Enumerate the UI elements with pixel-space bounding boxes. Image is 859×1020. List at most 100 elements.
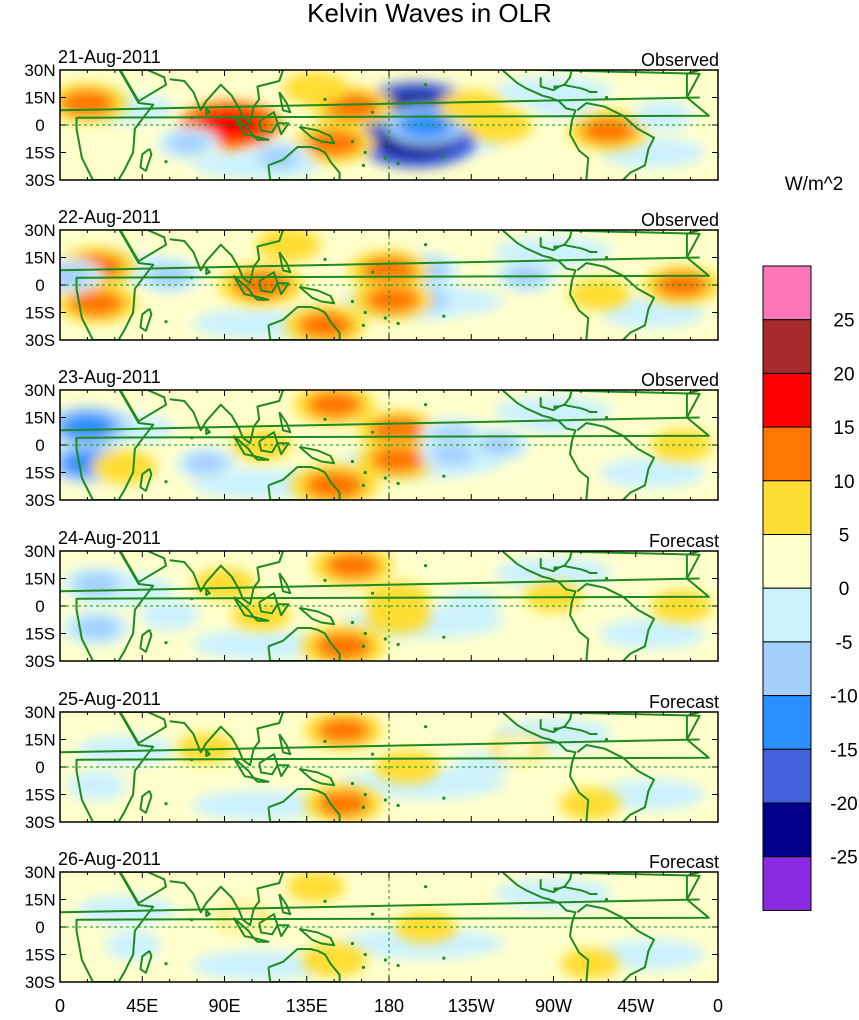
coastline [501,712,590,822]
coastline [562,725,598,735]
anomaly-mark [73,616,120,640]
lat-tick-label: 30N [24,703,55,722]
coastline [576,904,655,982]
coastline [562,564,598,574]
lon-tick-label: 90E [208,996,240,1016]
island [442,314,446,318]
anomaly-mark [77,775,117,796]
coastline [119,872,167,905]
panel-label: Forecast [649,531,719,551]
coastline [205,107,211,115]
lon-tick-label: 0 [55,996,65,1016]
anomaly-mark [147,264,192,287]
coastline [267,788,341,822]
anomaly-mark [655,272,708,298]
colorbar-swatch [762,372,812,428]
island [370,912,375,916]
island [350,781,355,786]
panel-field [60,385,713,500]
island [375,841,378,844]
island [363,150,367,155]
island [370,430,375,434]
anomaly-mark [570,953,610,974]
anomaly-mark [241,604,281,626]
panel-label: Observed [641,50,719,70]
colorbar-units: W/m^2 [785,174,844,195]
anomaly-mark [581,117,636,144]
panel-label: Forecast [649,852,719,872]
lat-tick-label: 15N [24,89,55,108]
background-band [599,297,705,328]
lon-tick-label: 135W [448,996,495,1016]
island [604,95,609,100]
coastline [205,588,211,596]
lat-tick-label: 30N [24,61,55,80]
lat-tick-label: 0 [35,276,44,295]
colorbar-swatch [762,641,812,697]
colorbar-swatch [762,534,812,589]
panel-date: 23-Aug-2011 [58,367,161,387]
panel-2: 30N 15N 0 15S 30S 22-Aug-2011 Observed [24,207,719,350]
island [599,385,602,388]
lat-tick-label: 15S [25,625,55,644]
coastline [267,627,341,661]
coastline [685,70,700,98]
coastline [205,909,211,917]
island [370,752,375,756]
coastline [278,251,292,274]
island [363,470,367,475]
island [442,474,446,478]
coastline [562,83,598,93]
background-band [191,629,324,660]
lat-tick-label: 15N [24,249,55,268]
lon-tick-label: 90W [535,996,572,1016]
coastline [279,70,318,71]
coastlines [60,385,710,500]
anomaly-mark [306,391,362,419]
background-band [339,928,505,959]
lon-tick-label: 45E [126,996,158,1016]
lat-tick-label: 0 [35,436,44,455]
coastline [685,230,700,258]
coastline [276,924,290,938]
coastline [278,572,292,595]
coastline [278,893,292,916]
coastline [169,872,284,927]
coastline [75,712,710,822]
anomaly-mark [385,755,429,779]
coastline [501,230,590,340]
panel-label: Observed [641,370,719,390]
island [423,725,428,729]
island [361,323,366,327]
background-band [599,939,705,970]
coastline [539,551,573,573]
anomaly-mark [660,595,703,617]
lat-tick-label: 15N [24,731,55,750]
coastline [685,712,700,740]
island [604,576,609,581]
coastline [298,445,336,465]
coastline [252,455,270,461]
coastline [205,427,211,435]
coastline [139,950,153,974]
island [323,739,327,743]
coastline [139,468,153,492]
island [383,798,387,802]
background-band [191,950,324,981]
colorbar-label: 15 [833,418,854,439]
island [423,243,428,247]
island [361,163,366,167]
coastline [501,551,590,661]
anomaly-mark [167,132,209,155]
lat-tick-label: 0 [35,918,44,937]
coastline [252,777,270,783]
island [383,958,387,962]
panel-4: 30N 15N 0 15S 30S 24-Aug-2011 Forecast [24,528,719,671]
colorbar-label: -15 [830,740,857,761]
coastline [60,738,700,754]
island [363,631,367,636]
x-axis: 0 45E 90E 135E 180 135W 90W 45W 0 [55,996,723,1016]
lat-tick-label: 15S [25,786,55,805]
panel-date: 25-Aug-2011 [58,689,161,709]
coastline [685,390,700,418]
